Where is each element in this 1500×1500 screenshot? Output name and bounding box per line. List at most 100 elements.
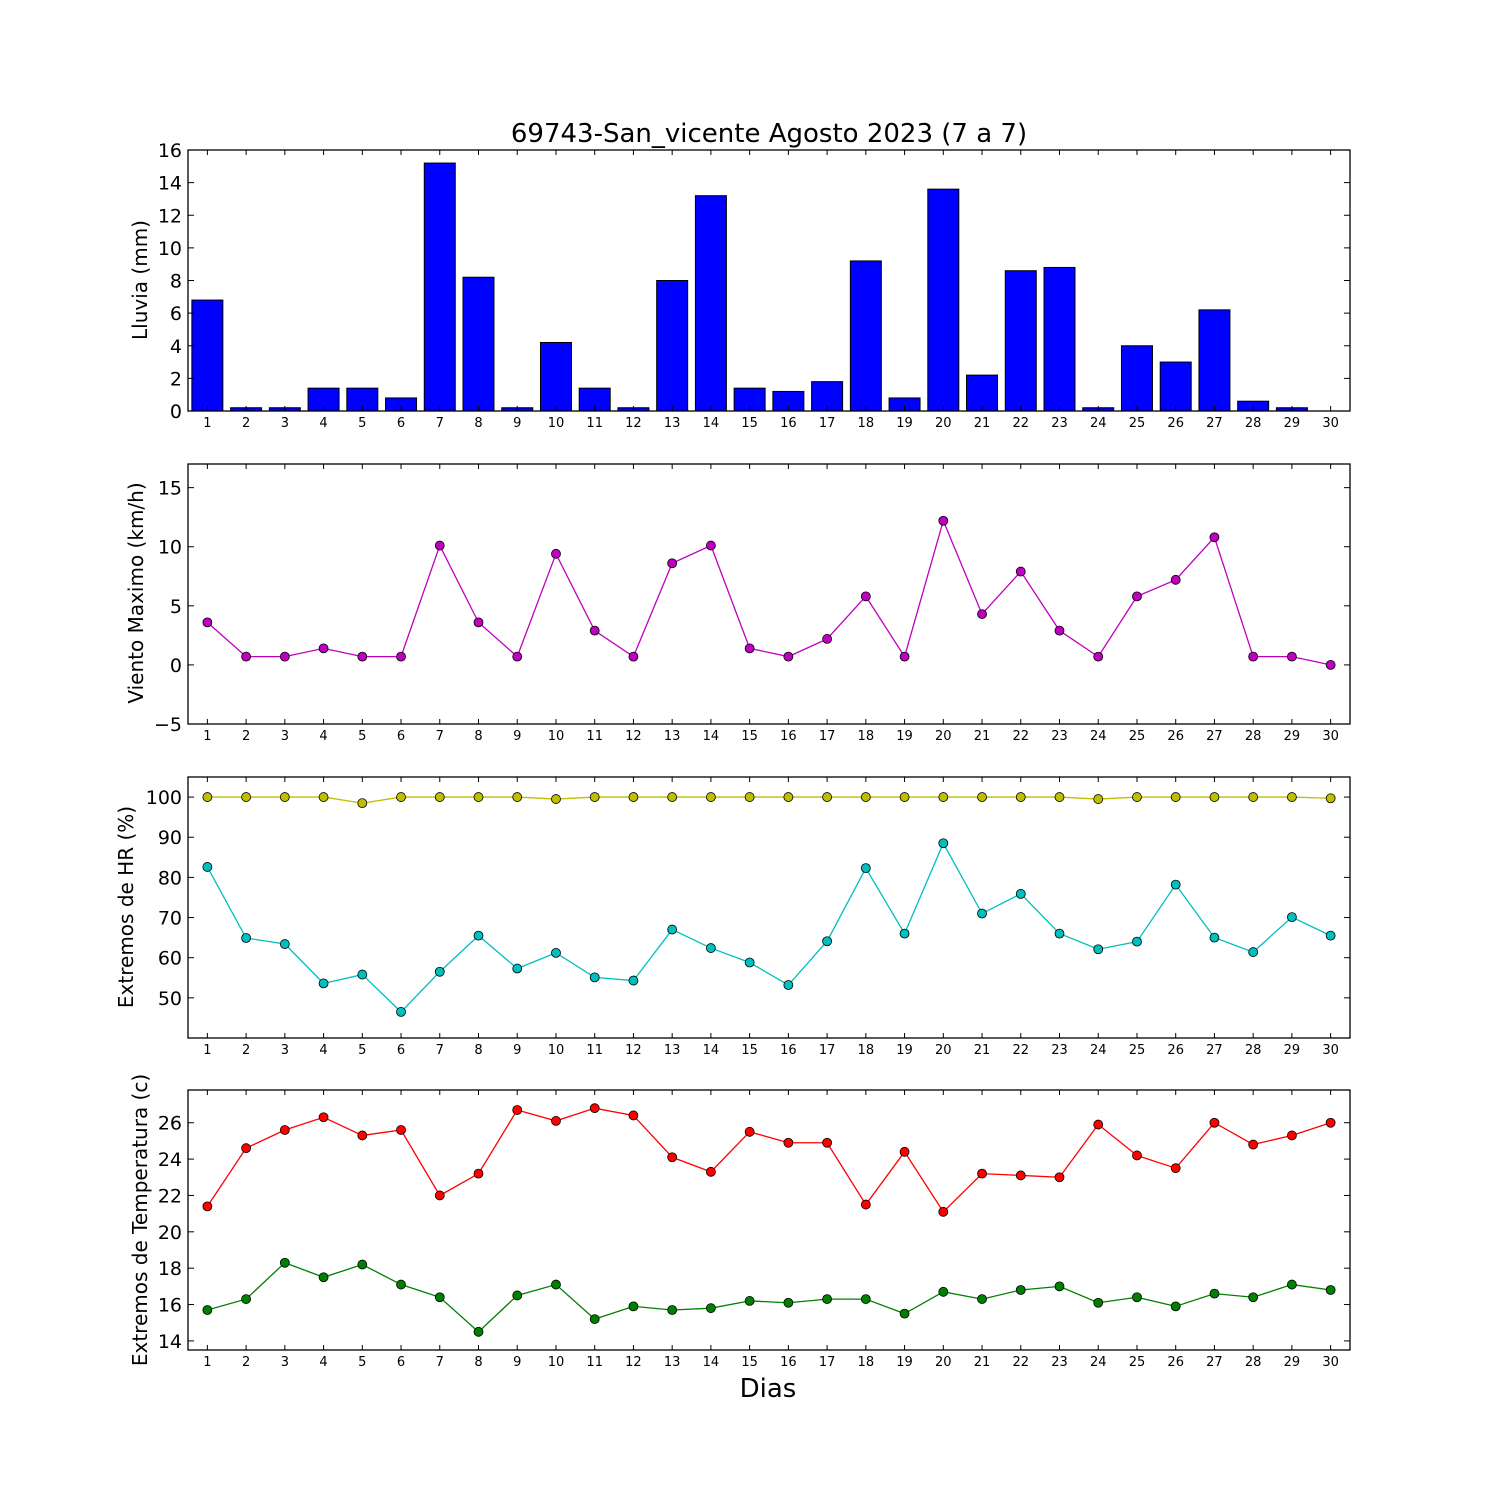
humidity-xtick-label: 5 <box>358 1043 366 1058</box>
rain-ytick-label: 6 <box>170 303 182 325</box>
temperature-series-1-point-day-9 <box>512 1105 523 1115</box>
humidity-xtick-label: 4 <box>319 1043 327 1058</box>
rain-bar-day-26 <box>1159 361 1192 412</box>
wind-xtick-label: 14 <box>703 729 720 744</box>
wind-xtick-label: 8 <box>474 729 482 744</box>
humidity-series-1-point-day-19 <box>899 792 910 802</box>
wind-ylabel: Viento Maximo (km/h) <box>124 482 148 703</box>
temperature-series-2-point-day-19 <box>899 1308 910 1319</box>
humidity-series-1-point-day-12 <box>628 792 639 802</box>
temperature-xtick-label: 25 <box>1129 1355 1146 1370</box>
rain-xtick-label: 5 <box>358 416 366 431</box>
temperature-series-2-point-day-30 <box>1325 1285 1336 1295</box>
temperature-series-1-point-day-25 <box>1132 1150 1142 1161</box>
rain-xtick-label: 20 <box>935 416 952 431</box>
rain-xtick-label: 26 <box>1167 416 1184 431</box>
humidity-series-2-point-day-17 <box>822 936 832 947</box>
humidity-series-2-point-day-26 <box>1170 879 1181 890</box>
humidity-series-1-point-day-5 <box>357 798 368 808</box>
x-axis-label: Dias <box>740 1374 797 1404</box>
rain-ytick-label: 8 <box>170 271 182 293</box>
humidity-xtick-label: 1 <box>203 1043 211 1058</box>
humidity-xtick-label: 9 <box>513 1043 521 1058</box>
temperature-series-1-point-day-22 <box>1015 1170 1026 1181</box>
humidity-series-1-point-day-4 <box>318 792 329 802</box>
humidity-series-2-point-day-28 <box>1248 947 1259 957</box>
rain-xtick-label: 19 <box>896 416 913 431</box>
rain-xtick-label: 8 <box>474 416 482 431</box>
temperature-ytick-label: 20 <box>158 1222 182 1244</box>
rain-xtick-label: 4 <box>319 416 327 431</box>
rain-xtick-label: 17 <box>819 416 836 431</box>
temperature-xtick-label: 20 <box>935 1355 952 1370</box>
wind-series-1-line <box>206 518 1331 666</box>
humidity-xtick-label: 10 <box>548 1043 565 1058</box>
rain-bar-day-27 <box>1198 309 1231 412</box>
humidity-series-1-point-day-30 <box>1325 793 1336 804</box>
humidity-xtick-label: 6 <box>397 1043 405 1058</box>
humidity-series-2-point-day-14 <box>706 943 716 953</box>
temperature-xtick-label: 19 <box>896 1355 913 1370</box>
humidity-xtick-label: 15 <box>741 1043 758 1058</box>
humidity-series-1-point-day-10 <box>551 794 561 804</box>
wind-xtick-label: 28 <box>1245 729 1262 744</box>
wind-xtick-label: 27 <box>1206 729 1223 744</box>
humidity-series-2-point-day-21 <box>977 908 987 919</box>
temperature-series-2-point-day-7 <box>434 1292 445 1303</box>
humidity-series-2-point-day-25 <box>1132 936 1142 947</box>
wind-xtick-label: 26 <box>1167 729 1184 744</box>
temperature-ytick-label: 14 <box>158 1331 182 1353</box>
wind-xtick-label: 2 <box>242 729 250 744</box>
temperature-ytick-label: 26 <box>158 1113 182 1135</box>
temperature-series-1-point-day-6 <box>396 1125 406 1135</box>
rain-bar-day-22 <box>1004 270 1037 412</box>
temperature-series-1-point-day-7 <box>434 1190 445 1201</box>
temperature-xtick-label: 2 <box>242 1355 250 1370</box>
temperature-ytick-label: 16 <box>158 1295 182 1317</box>
wind-series-1-point-day-19 <box>899 651 910 662</box>
temperature-xtick-label: 3 <box>281 1355 289 1370</box>
wind-series-1-point-day-14 <box>706 540 716 551</box>
wind-series-1-point-day-25 <box>1132 591 1142 602</box>
temperature-series-2-point-day-27 <box>1209 1288 1220 1299</box>
rain-xtick-label: 22 <box>1012 416 1029 431</box>
humidity-xtick-label: 13 <box>664 1043 681 1058</box>
wind-series-1-point-day-29 <box>1287 651 1297 662</box>
temperature-ylabel: Extremos de Temperatura (c) <box>128 1074 152 1366</box>
wind-ytick-label: −5 <box>154 714 182 736</box>
humidity-ylabel: Extremos de HR (%) <box>114 806 138 1008</box>
humidity-xtick-label: 25 <box>1129 1043 1146 1058</box>
humidity-series-1-point-day-11 <box>589 792 600 802</box>
rain-xtick-label: 14 <box>703 416 720 431</box>
wind-series-1-point-day-22 <box>1015 566 1026 577</box>
humidity-xtick-label: 14 <box>703 1043 720 1058</box>
temperature-axes-frame <box>187 1089 1351 1351</box>
wind-xtick-label: 12 <box>625 729 642 744</box>
temperature-series-1-point-day-21 <box>977 1168 987 1179</box>
rain-xtick-label: 23 <box>1051 416 1068 431</box>
wind-xtick-label: 4 <box>319 729 327 744</box>
rain-bar-day-7 <box>423 162 456 412</box>
humidity-xtick-label: 21 <box>974 1043 991 1058</box>
rain-ytick-label: 2 <box>170 368 182 390</box>
rain-xtick-label: 25 <box>1129 416 1146 431</box>
temperature-series-1-point-day-15 <box>744 1126 755 1137</box>
temperature-xtick-label: 27 <box>1206 1355 1223 1370</box>
rain-xtick-label: 24 <box>1090 416 1107 431</box>
rain-xtick-label: 2 <box>242 416 250 431</box>
temperature-series-1-point-day-29 <box>1287 1130 1297 1141</box>
humidity-series-1-point-day-21 <box>977 792 987 802</box>
wind-xtick-label: 9 <box>513 729 521 744</box>
humidity-xtick-label: 23 <box>1051 1043 1068 1058</box>
temperature-series-2-point-day-28 <box>1248 1292 1259 1303</box>
temperature-series-2-point-day-13 <box>667 1305 678 1315</box>
wind-xtick-label: 6 <box>397 729 405 744</box>
humidity-series-1-point-day-1 <box>202 792 213 802</box>
temperature-series-1-point-day-24 <box>1093 1119 1104 1130</box>
humidity-series-2-point-day-20 <box>938 838 949 849</box>
temperature-series-1-point-day-28 <box>1248 1139 1259 1150</box>
wind-xtick-label: 7 <box>436 729 444 744</box>
rain-ytick-label: 0 <box>170 401 182 423</box>
temperature-xtick-label: 9 <box>513 1355 521 1370</box>
